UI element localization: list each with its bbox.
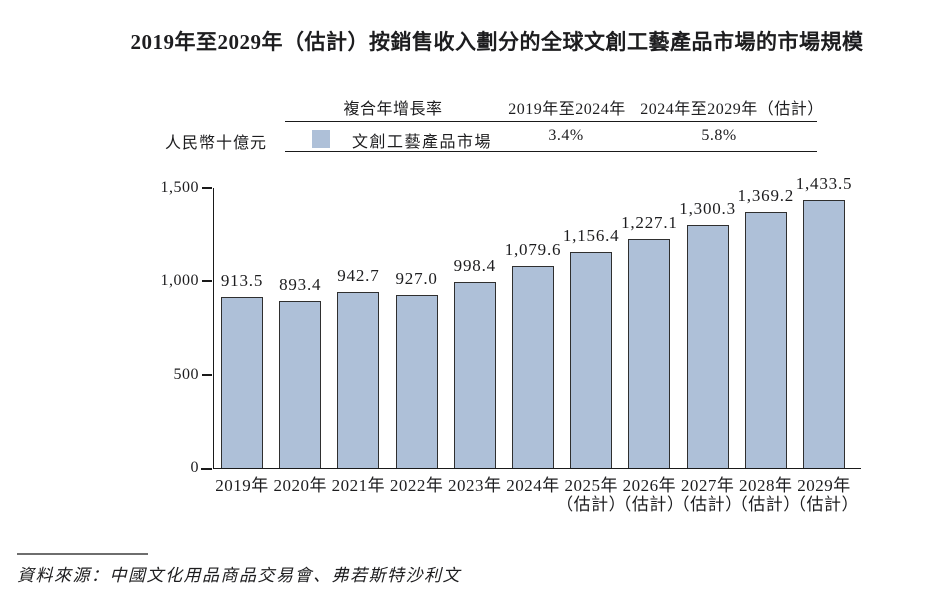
y-axis-zero-tick [201,468,213,470]
bar [803,200,845,468]
x-axis-label: 2029年 （估計） [789,476,859,514]
bar [279,301,322,468]
x-axis-label: 2028年 （估計） [730,476,801,514]
bar-value-label: 927.0 [395,268,438,288]
bar [628,238,671,468]
y-tick-mark [202,373,213,376]
x-axis-label: 2023年 [448,476,502,495]
period-2-label: 2024年至2029年（估計） [640,101,824,118]
cagr-value-2: 5.8% [701,127,737,144]
bar [395,294,438,468]
bar [337,292,380,468]
cagr-header-label: 複合年增長率 [343,101,443,118]
source-rule [17,553,148,555]
x-axis-label: 2022年 [389,476,444,495]
x-axis-label: 2025年 （估計） [556,476,627,514]
bar-value-label: 1,079.6 [504,240,562,260]
x-axis-label: 2021年 [331,476,386,495]
y-tick-mark [202,187,213,189]
bar [570,252,613,468]
bar [686,225,729,468]
x-axis-label: 2027年 （估計） [672,476,743,514]
plot-area: 0 500 1,000 1,500 913.5 2019年 893.4 2020年 942.7 2… [161,174,861,514]
y-tick-label: 500 [173,365,199,383]
source-text: 資料來源：中國文化用品商品交易會、弗若斯特沙利文 [17,566,461,585]
legend-swatch [312,130,330,148]
cagr-value-1: 3.4% [548,127,584,144]
bar [512,266,554,468]
y-tick-label: 0 [190,459,199,476]
x-axis-label: 2019年 [215,476,269,495]
bar-value-label: 1,156.4 [562,226,620,246]
table-rule-bottom [285,151,817,152]
unit-label: 人民幣十億元 [165,135,268,152]
x-axis-label: 2020年 [273,476,327,495]
series-label: 文創工藝產品市場 [352,134,493,151]
chart-title: 2019年至2029年（估計）按銷售收入劃分的全球文創工藝產品市場的市場規模 [130,30,864,54]
bar-value-label: 1,369.2 [737,186,795,206]
bar-value-label: 942.7 [337,266,380,286]
bar-value-label: 1,433.5 [795,174,853,194]
bar [221,297,263,468]
y-tick-label: 1,000 [160,272,199,290]
x-axis-label: 2026年 （估計） [614,476,685,514]
bar-value-label: 893.4 [279,275,322,295]
bar [453,281,496,468]
table-rule-top [285,121,817,122]
bar-value-label: 998.4 [453,255,496,275]
bar-value-label: 913.5 [220,271,264,291]
y-tick-label: 1,500 [160,179,199,196]
y-tick-mark [202,280,213,283]
bar-value-label: 1,300.3 [679,199,736,219]
bar-value-label: 1,227.1 [621,212,678,232]
period-1-label: 2019年至2024年 [508,101,626,118]
x-axis-label: 2024年 [506,476,560,495]
bar [744,212,787,468]
